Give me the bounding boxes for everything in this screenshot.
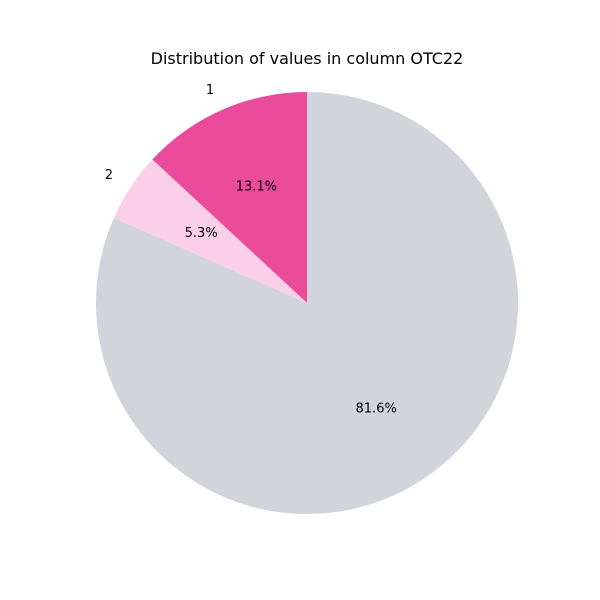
pie-labels: 13.1% 1 5.3% 2 81.6%: [105, 83, 397, 417]
pie-category-label: 2: [105, 168, 113, 183]
chart-title: Distribution of values in column OTC22: [151, 49, 464, 68]
pie-pct-label: 81.6%: [356, 402, 397, 417]
pie-category-label: 1: [206, 83, 214, 98]
pie-slices: [95, 92, 518, 514]
pie-slice-2: [113, 159, 307, 303]
pie-slice-slice-2: [95, 92, 518, 514]
pie-pct-label: 5.3%: [185, 226, 218, 241]
pie-slice-1: [152, 92, 307, 303]
pie-pct-label: 13.1%: [236, 179, 277, 194]
